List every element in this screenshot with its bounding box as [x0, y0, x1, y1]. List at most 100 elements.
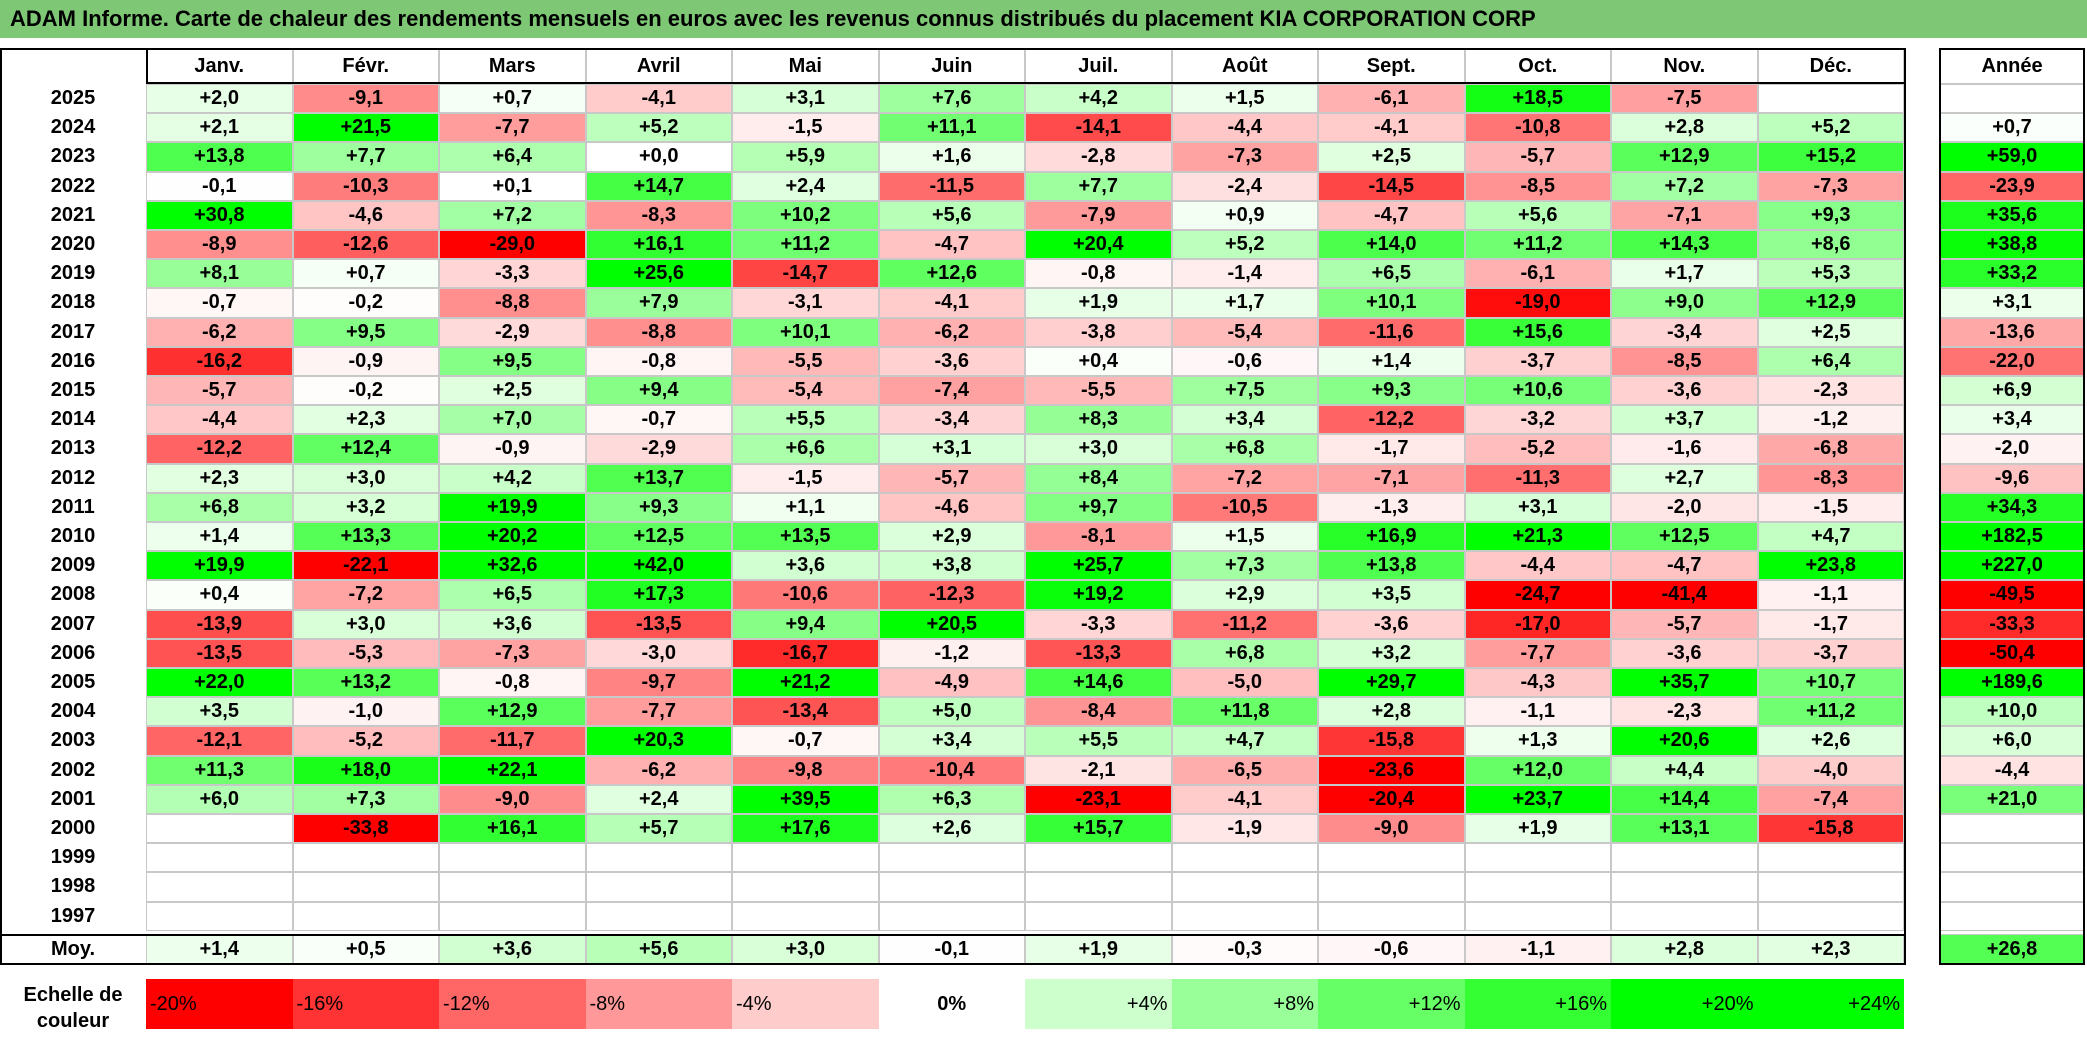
heatmap-cell: -5,7 — [1464, 142, 1611, 172]
heatmap-cell: -7,3 — [1171, 142, 1318, 172]
heatmap-cell: +4,4 — [1611, 755, 1758, 785]
heatmap-cell: -23,6 — [1318, 755, 1465, 785]
heatmap-cell: -9,0 — [439, 784, 586, 814]
heatmap-cell: -7,9 — [1025, 200, 1172, 230]
heatmap-cell — [146, 872, 293, 902]
heatmap-cell: +1,6 — [878, 142, 1025, 172]
heatmap-cell: +19,9 — [146, 551, 293, 581]
heatmap-cell: -13,5 — [146, 638, 293, 668]
heatmap-cell: +7,2 — [439, 200, 586, 230]
heatmap-cell — [878, 843, 1025, 873]
heatmap-cell: +32,6 — [439, 551, 586, 581]
heatmap-cell: -8,3 — [1757, 463, 1904, 493]
heatmap-cell: +4,2 — [1025, 84, 1172, 114]
heatmap-cell: -0,1 — [146, 171, 293, 201]
heatmap-cell: +3,0 — [292, 463, 439, 493]
heatmap-cell: -10,4 — [878, 755, 1025, 785]
heatmap-cell: +4,7 — [1757, 522, 1904, 552]
year-label: 2021 — [0, 200, 146, 230]
heatmap-cell: -3,8 — [1025, 317, 1172, 347]
heatmap-cell: -5,3 — [292, 638, 439, 668]
heatmap-cell: +13,8 — [1318, 551, 1465, 581]
heatmap-cell: -12,1 — [146, 726, 293, 756]
heatmap-cell: -4,3 — [1464, 668, 1611, 698]
heatmap-cell: -13,4 — [732, 697, 879, 727]
heatmap-cell: -7,7 — [1464, 638, 1611, 668]
heatmap-cell: +17,6 — [732, 814, 879, 844]
heatmap-cell: -12,6 — [292, 230, 439, 260]
heatmap-cell: +12,9 — [1757, 288, 1904, 318]
annual-cell: +189,6 — [1939, 668, 2085, 698]
color-scale-swatch: -4% — [732, 979, 879, 1029]
heatmap-cell: +10,7 — [1757, 668, 1904, 698]
color-scale-swatch: -16% — [292, 979, 439, 1029]
heatmap-cell: +6,6 — [732, 434, 879, 464]
color-scale-swatch: -12% — [439, 979, 586, 1029]
average-cell: +3,0 — [732, 934, 879, 965]
heatmap-cell: +23,8 — [1757, 551, 1904, 581]
heatmap-cell: +2,3 — [146, 463, 293, 493]
heatmap-cell: -1,7 — [1757, 609, 1904, 639]
heatmap-cell: +10,1 — [732, 317, 879, 347]
heatmap-cell: -24,7 — [1464, 580, 1611, 610]
heatmap-cell: -0,2 — [292, 288, 439, 318]
heatmap-cell: +0,4 — [146, 580, 293, 610]
heatmap-cell: +20,6 — [1611, 726, 1758, 756]
heatmap-cell: -12,2 — [1318, 405, 1465, 435]
heatmap-cell: +13,2 — [292, 668, 439, 698]
heatmap-cell: +8,6 — [1757, 230, 1904, 260]
heatmap-cell: +6,5 — [439, 580, 586, 610]
heatmap-cell: -5,7 — [146, 376, 293, 406]
heatmap-cell: -0,9 — [439, 434, 586, 464]
average-cell: +1,4 — [146, 934, 293, 965]
heatmap-cell: -2,4 — [1171, 171, 1318, 201]
heatmap-cell: -1,5 — [1757, 492, 1904, 522]
heatmap-cell: -8,8 — [439, 288, 586, 318]
heatmap-cell: +2,7 — [1611, 463, 1758, 493]
heatmap-cell: -5,2 — [292, 726, 439, 756]
heatmap-cell: +9,0 — [1611, 288, 1758, 318]
heatmap-cell: -14,5 — [1318, 171, 1465, 201]
heatmap-cell: -13,3 — [1025, 638, 1172, 668]
year-label: 2013 — [0, 434, 146, 464]
heatmap-cell: -41,4 — [1611, 580, 1758, 610]
heatmap-cell: +0,9 — [1171, 200, 1318, 230]
heatmap-cell: +12,0 — [1464, 755, 1611, 785]
average-label: Moy. — [0, 934, 146, 965]
heatmap-cell — [1318, 872, 1465, 902]
heatmap-cell: -3,4 — [878, 405, 1025, 435]
heatmap-cell: +5,6 — [1464, 200, 1611, 230]
heatmap-cell: -16,2 — [146, 346, 293, 376]
heatmap-cell: -14,7 — [732, 259, 879, 289]
year-label: 2009 — [0, 551, 146, 581]
heatmap-cell: +2,8 — [1318, 697, 1465, 727]
annual-cell: +38,8 — [1939, 230, 2085, 260]
heatmap-cell: -2,1 — [1025, 755, 1172, 785]
heatmap-cell: +2,3 — [292, 405, 439, 435]
page-title: ADAM Informe. Carte de chaleur des rende… — [0, 0, 2087, 38]
year-label: 2016 — [0, 346, 146, 376]
month-header: Déc. — [1757, 48, 1904, 84]
heatmap-cell: -2,0 — [1611, 492, 1758, 522]
heatmap-cell: -10,6 — [732, 580, 879, 610]
heatmap-cell: +7,6 — [878, 84, 1025, 114]
heatmap-cell: +1,5 — [1171, 84, 1318, 114]
heatmap-cell: -4,1 — [585, 84, 732, 114]
heatmap-cell: +11,8 — [1171, 697, 1318, 727]
heatmap-cell: -1,6 — [1611, 434, 1758, 464]
year-label: 2023 — [0, 142, 146, 172]
color-scale-swatch: +16% — [1464, 979, 1611, 1029]
heatmap-cell: +21,5 — [292, 113, 439, 143]
annual-cell: +0,7 — [1939, 113, 2085, 143]
heatmap-cell: +1,5 — [1171, 522, 1318, 552]
year-label: 2017 — [0, 317, 146, 347]
heatmap-cell: +20,2 — [439, 522, 586, 552]
annual-cell: +182,5 — [1939, 522, 2085, 552]
heatmap-cell: -5,2 — [1464, 434, 1611, 464]
heatmap-cell: -23,1 — [1025, 784, 1172, 814]
heatmap-cell: +9,3 — [1318, 376, 1465, 406]
heatmap-cell — [1757, 84, 1904, 114]
heatmap-cell: -0,8 — [585, 346, 732, 376]
heatmap-cell: +3,7 — [1611, 405, 1758, 435]
